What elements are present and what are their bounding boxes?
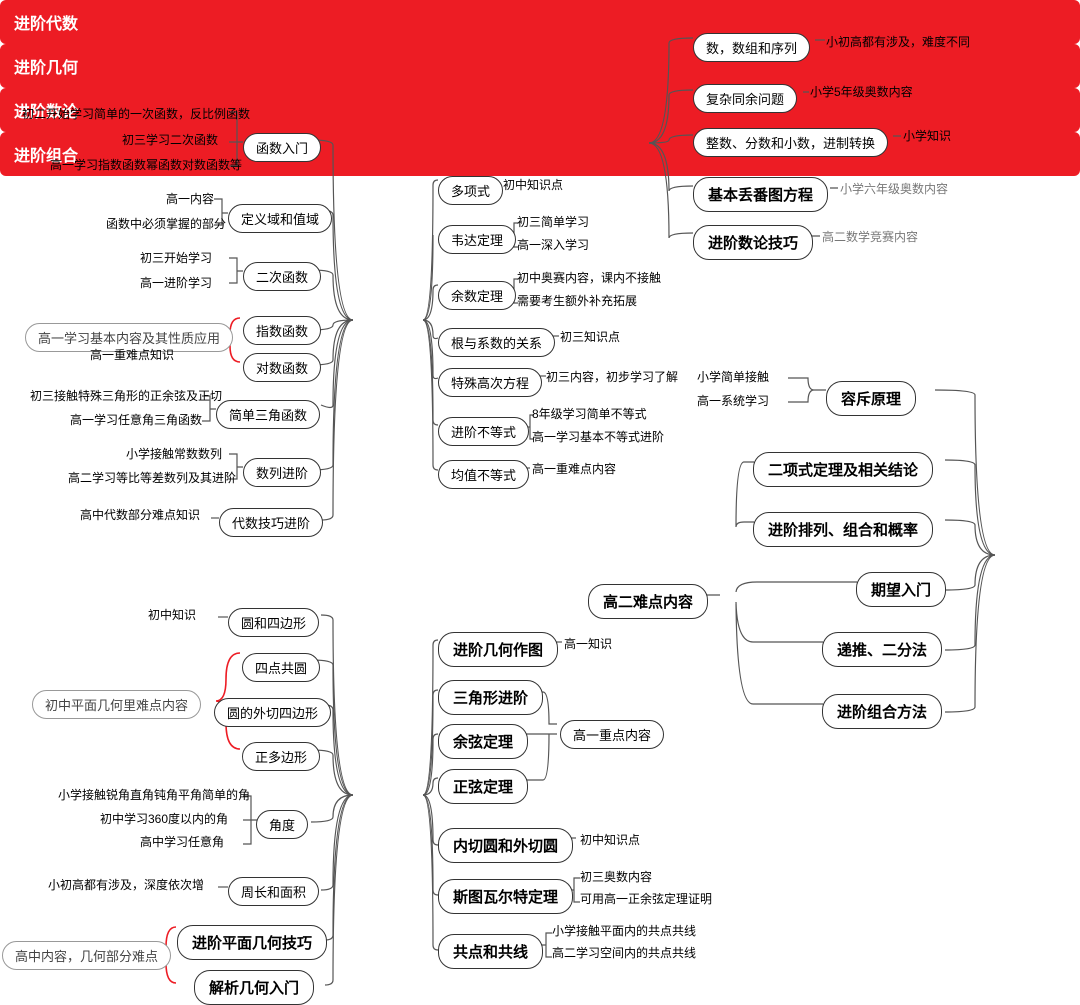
txt: 初中知识点 [580,831,640,848]
node: 进阶不等式 [438,417,529,446]
node: 代数技巧进阶 [219,508,323,537]
node: 均值不等式 [438,460,529,489]
node: 期望入门 [856,572,946,607]
txt: 小学六年级奥数内容 [840,180,948,197]
txt: 初三奥数内容 [580,868,652,885]
node: 多项式 [438,176,503,205]
node: 周长和面积 [228,877,319,906]
node: 进阶排列、组合和概率 [753,512,933,547]
txt: 高一深入学习 [517,236,589,253]
txt: 8年级学习简单不等式 [532,405,647,422]
node: 递推、二分法 [822,632,942,667]
node: 根与系数的关系 [438,328,555,357]
hub-geometry: 进阶几何 [0,44,1080,88]
txt: 高一重难点内容 [532,460,616,477]
txt: 初中奥赛内容，课内不接触 [517,269,661,286]
txt: 高一学习任意角三角函数 [70,411,202,428]
txt: 小学5年级奥数内容 [810,83,913,100]
node: 数，数组和序列 [693,33,810,62]
txt: 初三知识点 [560,328,620,345]
txt: 初三开始学习 [140,249,212,266]
node: 指数函数 [243,316,321,345]
node: 高一重点内容 [560,720,664,749]
txt: 初三接触特殊三角形的正余弦及正切 [30,387,222,404]
txt: 初三内容，初步学习了解 [546,368,678,385]
node: 整数、分数和小数，进制转换 [693,128,888,157]
node: 圆和四边形 [228,608,319,637]
node: 正多边形 [242,742,320,771]
node: 解析几何入门 [194,970,314,1005]
node: 容斥原理 [826,381,916,416]
node: 余弦定理 [438,724,528,759]
node: 余数定理 [438,281,516,310]
node: 三角形进阶 [438,680,543,715]
txt: 初中学习360度以内的角 [100,810,228,827]
node: 简单三角函数 [216,400,320,429]
node: 二项式定理及相关结论 [753,452,933,487]
txt: 高中代数部分难点知识 [80,506,200,523]
node: 复杂同余问题 [693,84,797,113]
txt: 函数中必须掌握的部分 [106,215,226,232]
node: 基本丢番图方程 [693,177,828,212]
txt: 小学简单接触 [697,368,769,385]
pill: 高中内容，几何部分难点 [2,941,171,970]
txt: 小学接触平面内的共点共线 [552,922,696,939]
node: 韦达定理 [438,225,516,254]
txt: 高二数学竞赛内容 [822,228,918,245]
node: 二次函数 [243,262,321,291]
txt: 高一知识 [564,635,612,652]
txt: 需要考生额外补充拓展 [517,292,637,309]
txt: 高二学习等比等差数列及其进阶 [68,469,236,486]
txt: 高一系统学习 [697,392,769,409]
txt: 高二学习空间内的共点共线 [552,944,696,961]
txt: 初中知识 [148,606,196,623]
node: 对数函数 [243,353,321,382]
txt: 小学接触锐角直角钝角平角简单的角 [58,786,250,803]
node: 函数入门 [243,133,321,162]
node: 定义域和值域 [228,204,332,233]
node: 数列进阶 [243,458,321,487]
txt: 高一重难点知识 [90,346,174,363]
node: 斯图瓦尔特定理 [438,879,573,914]
txt: 高中学习任意角 [140,833,224,850]
txt: 高一内容 [166,190,214,207]
txt: 小初高都有涉及，深度依次增 [48,876,204,893]
txt: 高一学习指数函数幂函数对数函数等 [50,156,242,173]
txt: 初三学习二次函数 [122,131,218,148]
node: 进阶几何作图 [438,632,558,667]
txt: 小初高都有涉及，难度不同 [826,33,970,50]
node: 角度 [256,810,308,839]
node: 内切圆和外切圆 [438,828,573,863]
txt: 高一进阶学习 [140,274,212,291]
txt: 初中知识点 [503,176,563,193]
node: 进阶数论技巧 [693,225,813,260]
node: 进阶组合方法 [822,694,942,729]
txt: 高一学习基本不等式进阶 [532,428,664,445]
node: 高二难点内容 [588,584,708,619]
pill: 初中平面几何里难点内容 [32,690,201,719]
node: 特殊高次方程 [438,368,542,397]
node: 四点共圆 [242,653,320,682]
node: 进阶平面几何技巧 [177,925,327,960]
txt: 初二开始学习简单的一次函数，反比例函数 [22,105,250,122]
txt: 小学接触常数数列 [126,445,222,462]
txt: 初三简单学习 [517,213,589,230]
txt: 可用高一正余弦定理证明 [580,890,712,907]
node: 圆的外切四边形 [214,698,331,727]
node: 正弦定理 [438,769,528,804]
txt: 小学知识 [903,127,951,144]
node: 共点和共线 [438,934,543,969]
